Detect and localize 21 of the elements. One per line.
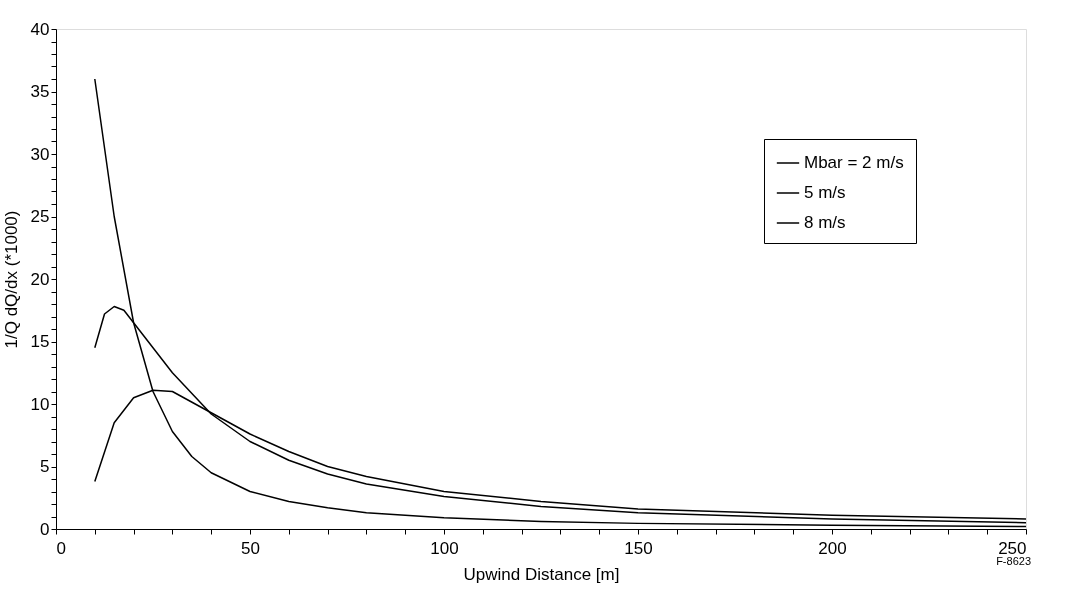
x-tick-label: 0 <box>56 538 66 558</box>
y-tick-label: 5 <box>40 457 50 476</box>
y-tick-label: 20 <box>30 269 50 289</box>
x-tick-label: 250 <box>998 538 1027 558</box>
x-tick-label: 150 <box>624 538 653 558</box>
legend-label: 8 m/s <box>804 213 846 232</box>
y-tick-label: 25 <box>30 207 50 226</box>
y-tick-label: 30 <box>30 144 50 164</box>
y-tick-label: 10 <box>30 394 50 414</box>
y-tick-label: 35 <box>30 82 50 101</box>
y-tick-label: 40 <box>30 19 50 39</box>
legend-label: 5 m/s <box>804 183 846 202</box>
y-axis-title: 1/Q dQ/dx (*1000) <box>1 210 21 349</box>
y-tick-label: 15 <box>30 332 50 351</box>
legend-label: Mbar = 2 m/s <box>804 153 904 172</box>
y-tick-label: 0 <box>40 519 50 539</box>
x-tick-label: 200 <box>818 538 847 558</box>
x-axis-title: Upwind Distance [m] <box>463 564 620 584</box>
x-tick-label: 100 <box>430 538 459 558</box>
text: F-8623 <box>996 555 1031 567</box>
x-tick-label: 50 <box>241 538 260 558</box>
